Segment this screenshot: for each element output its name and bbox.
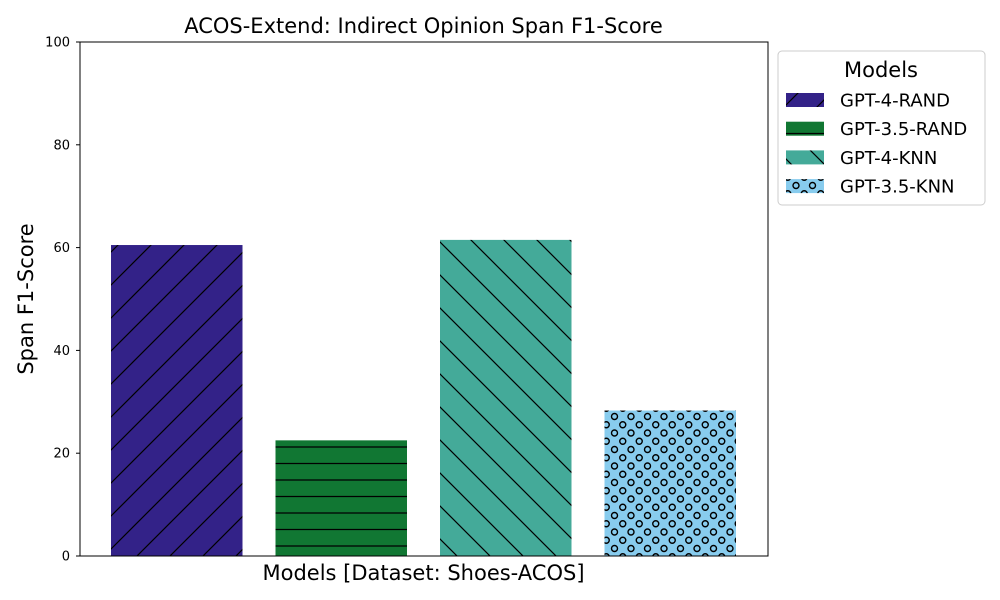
y-tick-label: 100 — [45, 36, 70, 51]
legend-swatch — [786, 179, 824, 194]
legend-label: GPT-3.5-KNN — [840, 177, 955, 198]
bar-gpt-4-knn — [440, 239, 572, 556]
legend-label: GPT-4-RAND — [840, 91, 950, 112]
y-tick-label: 40 — [53, 344, 70, 359]
y-axis: 0 20 40 60 80 100 — [45, 36, 80, 565]
legend-title: Models — [844, 58, 918, 82]
y-axis-label: Span F1-Score — [14, 223, 38, 374]
legend: Models GPT-4-RAND GPT-3.5-RAND GPT-4-KNN GP… — [777, 50, 986, 206]
y-tick-label: 60 — [53, 241, 70, 256]
y-tick-label: 20 — [53, 447, 70, 462]
legend-swatch — [786, 150, 824, 165]
chart-title: ACOS-Extend: Indirect Opinion Span F1-Sc… — [184, 14, 663, 38]
plot-area — [111, 239, 736, 556]
legend-swatch — [786, 93, 824, 107]
legend-label: GPT-3.5-RAND — [840, 119, 967, 140]
bar-gpt-3-5-rand — [275, 440, 407, 556]
bar-gpt-3-5-knn — [604, 410, 736, 556]
y-tick-label: 0 — [62, 550, 70, 565]
legend-swatch — [786, 121, 824, 136]
legend-box — [777, 50, 986, 206]
y-tick-label: 80 — [53, 138, 70, 153]
bar-gpt-4-rand — [111, 245, 243, 556]
x-axis-label: Models [Dataset: Shoes-ACOS] — [262, 561, 584, 585]
legend-label: GPT-4-KNN — [840, 148, 937, 169]
plot-frame — [79, 41, 769, 557]
